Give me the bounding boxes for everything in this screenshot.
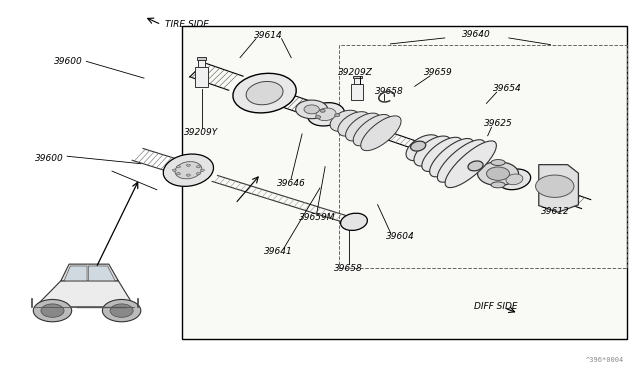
Ellipse shape: [330, 110, 360, 131]
Text: 39614: 39614: [255, 31, 283, 40]
Circle shape: [304, 105, 319, 114]
Ellipse shape: [353, 115, 390, 146]
Ellipse shape: [414, 136, 451, 166]
Polygon shape: [539, 165, 579, 212]
Circle shape: [486, 167, 509, 180]
Ellipse shape: [186, 174, 190, 176]
Circle shape: [316, 116, 321, 119]
Ellipse shape: [506, 174, 523, 185]
Text: 39604: 39604: [386, 232, 414, 241]
Ellipse shape: [200, 169, 204, 171]
Ellipse shape: [186, 164, 190, 166]
Text: ^396*0004: ^396*0004: [586, 357, 624, 363]
Ellipse shape: [316, 108, 336, 121]
Text: 39659M: 39659M: [298, 213, 335, 222]
Circle shape: [335, 113, 340, 116]
Text: 39659: 39659: [424, 68, 452, 77]
Ellipse shape: [172, 169, 176, 171]
Ellipse shape: [491, 160, 505, 166]
Ellipse shape: [406, 135, 440, 161]
Ellipse shape: [346, 113, 380, 141]
Circle shape: [33, 299, 72, 322]
Ellipse shape: [196, 173, 200, 175]
Text: DIFF SIDE: DIFF SIDE: [474, 302, 518, 311]
Circle shape: [296, 100, 328, 119]
Text: 39641: 39641: [264, 247, 292, 256]
Ellipse shape: [468, 161, 483, 171]
Circle shape: [536, 175, 574, 198]
Bar: [197, 57, 206, 60]
Bar: [351, 84, 363, 100]
Ellipse shape: [233, 73, 296, 113]
Bar: [198, 60, 205, 67]
Text: 39658: 39658: [375, 87, 403, 96]
Ellipse shape: [379, 130, 392, 139]
Text: 39640: 39640: [463, 31, 491, 39]
Bar: [182, 26, 627, 339]
Text: 39658: 39658: [335, 264, 363, 273]
Circle shape: [41, 304, 64, 317]
Ellipse shape: [196, 166, 200, 168]
Polygon shape: [64, 266, 87, 281]
Bar: [195, 67, 208, 87]
Ellipse shape: [163, 154, 214, 186]
Ellipse shape: [491, 182, 505, 188]
Ellipse shape: [498, 169, 531, 190]
Bar: [339, 45, 627, 268]
Ellipse shape: [437, 140, 485, 182]
Ellipse shape: [177, 173, 180, 175]
Text: 39209Y: 39209Y: [184, 128, 219, 137]
Text: 39625: 39625: [484, 119, 512, 128]
Text: TIRE SIDE: TIRE SIDE: [165, 20, 209, 29]
Ellipse shape: [175, 161, 202, 179]
Ellipse shape: [361, 116, 401, 151]
Ellipse shape: [429, 138, 474, 177]
Text: 39600: 39600: [54, 57, 83, 66]
Text: 39612: 39612: [541, 207, 570, 216]
Circle shape: [110, 304, 133, 317]
Polygon shape: [35, 279, 134, 307]
Bar: [353, 76, 362, 78]
Bar: [354, 78, 360, 84]
Circle shape: [320, 109, 325, 112]
Text: 39600: 39600: [35, 154, 64, 163]
Ellipse shape: [338, 112, 370, 136]
Circle shape: [102, 299, 141, 322]
Polygon shape: [61, 264, 118, 281]
Ellipse shape: [340, 213, 367, 230]
Text: 39646: 39646: [277, 179, 305, 187]
Polygon shape: [88, 266, 115, 281]
Text: 39654: 39654: [493, 84, 522, 93]
Circle shape: [477, 162, 518, 186]
Ellipse shape: [422, 137, 462, 171]
Ellipse shape: [308, 103, 344, 126]
Ellipse shape: [177, 166, 180, 168]
Ellipse shape: [246, 81, 283, 105]
Text: 39209Z: 39209Z: [338, 68, 372, 77]
Ellipse shape: [411, 141, 426, 151]
Ellipse shape: [445, 141, 497, 187]
